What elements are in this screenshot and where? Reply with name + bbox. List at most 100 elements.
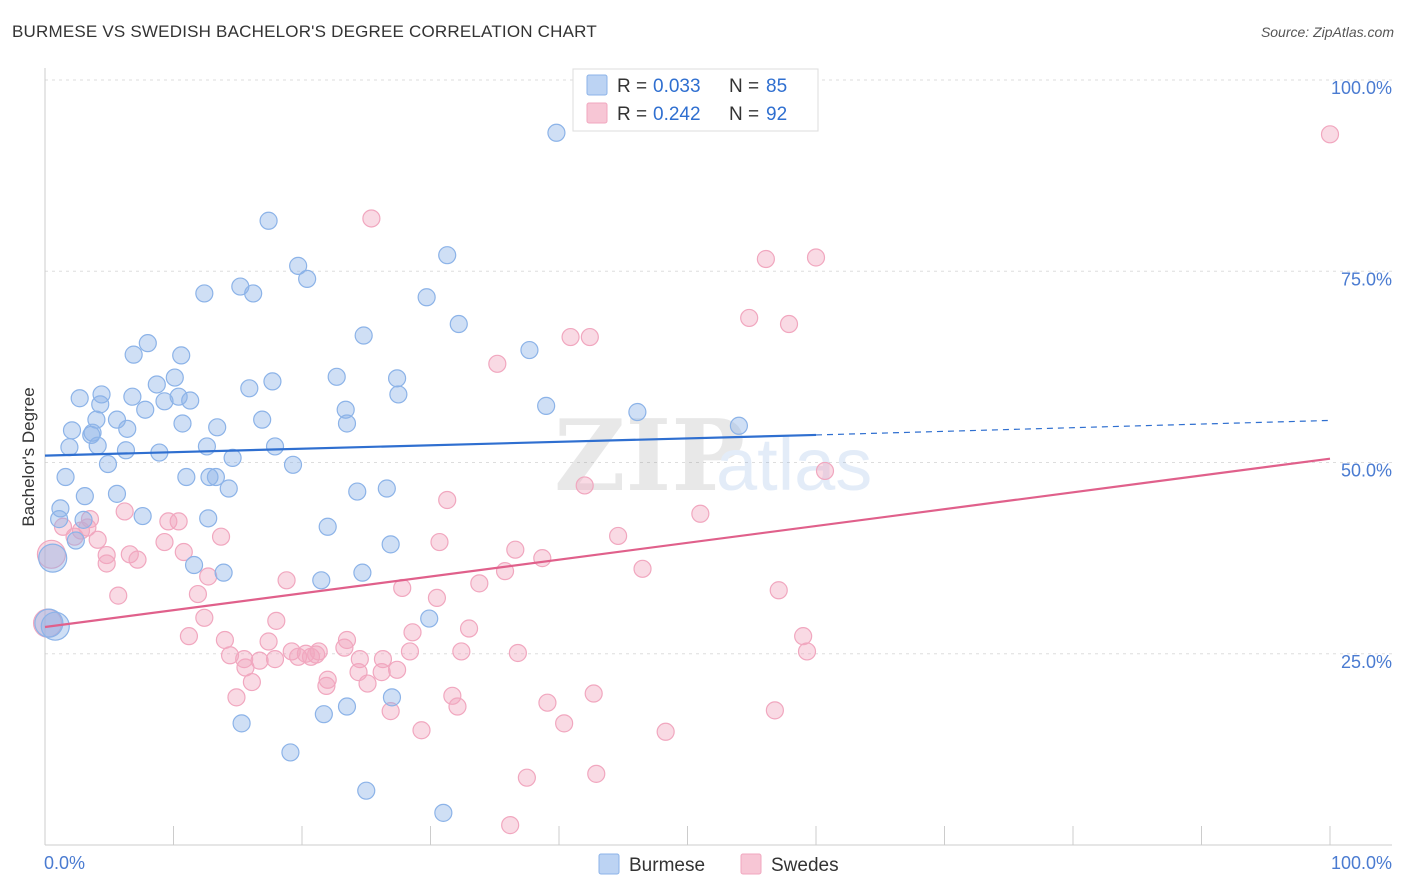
point-swedes [470, 574, 489, 593]
point-burmese [420, 609, 439, 628]
point-burmese [223, 448, 242, 468]
point-burmese [195, 284, 214, 303]
point-burmese [417, 288, 436, 307]
point-burmese [263, 372, 282, 391]
point-swedes [362, 209, 381, 228]
tick-labels: 25.0% 50.0% 75.0% 100.0% 0.0% 100.0% [44, 78, 1392, 873]
point-swedes [779, 314, 799, 334]
point-burmese [337, 414, 357, 433]
point-burmese [253, 410, 272, 429]
legend-n-label-swedes: N = [729, 104, 759, 125]
point-burmese [281, 743, 300, 762]
point-burmese [382, 688, 402, 707]
point-burmese [449, 314, 468, 334]
point-burmese [314, 705, 333, 724]
watermark: ZIP atlas [554, 399, 872, 514]
stats-legend-box [572, 68, 819, 132]
bottom-legend-label-burmese: Burmese [629, 855, 705, 876]
point-swedes [517, 768, 536, 787]
point-swedes [211, 527, 231, 546]
point-swedes [765, 701, 784, 720]
point-burmese [337, 697, 357, 716]
legend-n-label-burmese: N = [729, 76, 759, 97]
point-swedes [506, 540, 525, 559]
y-tick-label: 25.0% [1341, 652, 1392, 672]
point-swedes [159, 512, 178, 531]
y-tick-label: 50.0% [1341, 461, 1392, 481]
point-swedes [179, 627, 199, 646]
point-swedes [373, 650, 393, 669]
series-burmese-points [34, 123, 749, 822]
point-swedes [438, 490, 457, 510]
point-burmese [91, 395, 110, 414]
point-burmese [537, 396, 556, 415]
point-swedes [88, 530, 107, 549]
point-burmese [124, 345, 143, 364]
point-burmese [214, 563, 233, 582]
point-swedes [381, 702, 400, 721]
point-burmese [116, 441, 136, 460]
point-swedes [289, 647, 308, 666]
point-burmese [259, 211, 278, 230]
point-swedes [656, 722, 675, 741]
point-swedes [400, 642, 420, 661]
point-swedes [794, 627, 813, 646]
point-burmese [147, 375, 166, 394]
point-swedes [452, 642, 471, 661]
point-swedes [427, 588, 447, 608]
point-burmese [434, 803, 453, 822]
series-legend: Burmese Swedes [598, 853, 839, 876]
point-swedes [488, 354, 507, 373]
point-burmese [354, 326, 373, 345]
point-swedes [97, 554, 116, 573]
legend-r-label-swedes: R = [617, 104, 647, 125]
point-swedes [443, 686, 462, 705]
bottom-legend-swatch-burmese [598, 853, 620, 875]
point-burmese [133, 506, 152, 526]
point-swedes [199, 567, 218, 586]
chart-title: BURMESE VS SWEDISH BACHELOR'S DEGREE COR… [12, 22, 597, 41]
point-burmese [70, 389, 89, 408]
point-swedes [128, 550, 147, 569]
point-burmese [336, 400, 355, 419]
point-swedes [215, 630, 234, 650]
point-burmese [165, 368, 184, 387]
point-burmese [289, 256, 308, 275]
stats-legend: R = 0.033 N = 85 R = 0.242 N = 92 [572, 68, 819, 132]
legend-n-value-swedes: 92 [766, 104, 787, 125]
point-burmese [729, 416, 749, 435]
trendline-burmese [44, 433, 817, 457]
point-burmese [136, 400, 155, 419]
point-swedes [575, 476, 594, 495]
gridlines [45, 79, 1392, 655]
point-swedes [533, 549, 552, 568]
point-swedes [797, 642, 817, 661]
point-burmese [232, 714, 251, 733]
point-swedes [277, 571, 296, 590]
point-swedes [259, 632, 278, 651]
point-swedes [508, 643, 527, 663]
point-burmese [177, 467, 196, 487]
y-axis-title: Bachelor's Degree [19, 387, 38, 526]
point-swedes [756, 249, 775, 269]
point-burmese [88, 436, 107, 455]
watermark-zip: ZIP [554, 399, 745, 514]
point-swedes [265, 650, 285, 669]
point-burmese [298, 269, 317, 288]
chart-source: Source: ZipAtlas.com [1260, 24, 1394, 40]
point-burmese [169, 387, 188, 406]
series-swedes-points [32, 125, 1340, 835]
point-swedes [403, 623, 422, 642]
point-burmese [244, 284, 263, 303]
legend-r-label-burmese: R = [617, 76, 647, 97]
point-swedes [372, 663, 391, 682]
legend-n-value-burmese: 85 [766, 76, 787, 97]
point-swedes [769, 581, 788, 600]
point-swedes [587, 764, 606, 783]
point-swedes [220, 646, 240, 665]
point-burmese [438, 246, 457, 265]
point-swedes [633, 559, 652, 578]
point-burmese [123, 387, 142, 406]
bottom-legend-swatch-swedes [740, 853, 762, 875]
